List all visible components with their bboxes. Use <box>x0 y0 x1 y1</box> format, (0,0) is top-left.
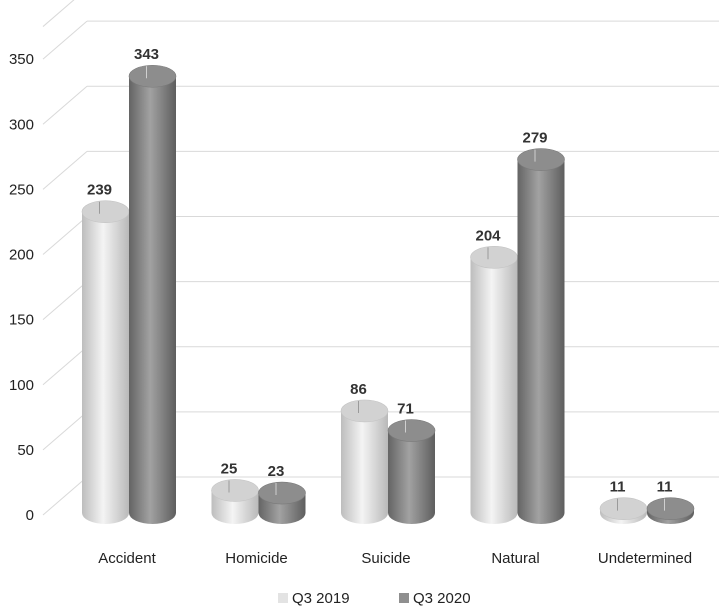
data-label: 71 <box>397 401 414 418</box>
gridlines <box>42 0 719 516</box>
bar-suicide-q3-2020 <box>387 419 436 524</box>
y-tick-label: 200 <box>9 247 34 264</box>
bar-top <box>387 419 436 442</box>
y-tick-label: 150 <box>9 312 34 329</box>
gridline-diag-300 <box>42 85 88 125</box>
bar-homicide-q3-2019 <box>211 479 259 524</box>
bar-body <box>341 410 388 524</box>
data-label: 86 <box>350 381 367 398</box>
gridline-diag-250 <box>42 150 88 190</box>
category-label: Natural <box>491 550 539 567</box>
y-tick-label: 100 <box>9 377 34 394</box>
bar-body <box>517 159 565 525</box>
bar-top <box>340 399 389 423</box>
y-tick-label: 300 <box>9 116 34 133</box>
legend-swatch <box>399 593 409 603</box>
data-label: 239 <box>87 182 112 199</box>
wall-edge <box>42 0 75 27</box>
bar-natural-q3-2020 <box>517 148 565 525</box>
y-tick-label: 0 <box>26 507 34 524</box>
bar-homicide-q3-2020 <box>258 481 306 524</box>
y-tick-label: 50 <box>17 442 34 459</box>
labels: 239 343 Accident 25 23 Homicide 86 71 Suicide 204… <box>87 46 692 567</box>
bar-top <box>470 245 518 269</box>
bar-suicide-q3-2019 <box>340 399 389 524</box>
data-label: 23 <box>268 463 285 480</box>
bar-top <box>599 497 648 520</box>
gridline-diag-150 <box>42 281 88 321</box>
legend: Q3 2019 Q3 2020 <box>278 590 471 607</box>
gridline-diag-200 <box>42 216 88 255</box>
data-label: 11 <box>657 479 673 496</box>
bar-undetermined-q3-2019 <box>599 497 648 524</box>
legend-label: Q3 2020 <box>413 590 471 607</box>
y-tick-label: 250 <box>9 181 34 198</box>
bar-body <box>388 430 435 524</box>
bar-accident-q3-2020 <box>128 64 177 524</box>
data-label: 204 <box>475 227 501 244</box>
bar-top <box>258 481 306 505</box>
bar-body <box>470 257 518 524</box>
gridline-diag-50 <box>42 411 88 451</box>
legend-swatch <box>278 593 288 603</box>
bar-top <box>517 148 565 171</box>
bar-body <box>82 211 129 524</box>
bar-undetermined-q3-2020 <box>646 497 695 524</box>
gridline-diag-0 <box>42 476 88 516</box>
bar-top <box>211 479 259 502</box>
category-label: Accident <box>98 550 156 567</box>
category-label: Suicide <box>361 550 410 567</box>
gridline-diag-350 <box>42 20 88 60</box>
gridline-diag-100 <box>42 346 88 386</box>
y-tick-label: 350 <box>9 51 34 68</box>
category-label: Homicide <box>225 550 288 567</box>
y-axis: 0 50 100 150 200 250 300 350 <box>9 51 34 524</box>
bar-top <box>81 200 130 224</box>
bar-body <box>129 76 176 524</box>
data-label: 279 <box>522 130 547 147</box>
category-label: Undetermined <box>598 550 692 567</box>
data-label: 11 <box>610 479 626 496</box>
bar-top <box>646 497 695 520</box>
bar-natural-q3-2019 <box>470 245 518 524</box>
bar-top <box>128 64 177 88</box>
bars <box>81 64 695 525</box>
data-label: 25 <box>221 460 238 477</box>
data-label: 343 <box>134 46 159 63</box>
bar-accident-q3-2019 <box>81 200 130 524</box>
legend-label: Q3 2019 <box>292 590 350 607</box>
